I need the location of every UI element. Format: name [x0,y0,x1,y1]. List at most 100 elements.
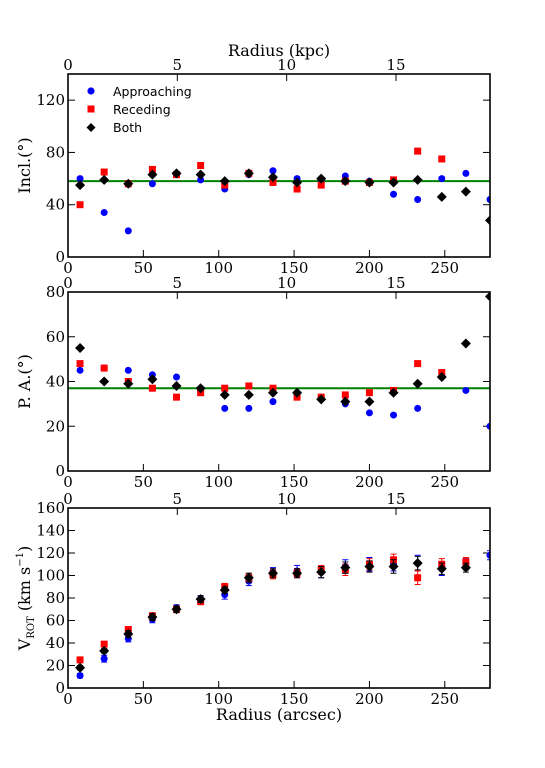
y-label-close: ) [15,546,34,552]
top-x-tick-label: 0 [63,274,73,292]
y-label-sup: −1 [15,552,26,567]
y-tick-label: 80 [46,283,65,301]
top-x-tick-label: 10 [277,490,296,508]
data-point-both [316,394,327,405]
data-point-both [75,180,86,191]
data-point-approaching [148,180,156,188]
series-approaching [76,550,490,680]
data-point-both [267,172,278,183]
y-tick-label: 100 [36,567,65,585]
legend-entry-receding: Receding [87,102,171,117]
data-point-both [195,169,206,180]
y-axis-label: Incl.(°) [15,137,34,193]
data-point-approaching [414,195,422,203]
y-tick-label: 120 [36,91,65,109]
legend-marker-both [86,123,96,132]
legend-label-approaching: Approaching [113,84,192,99]
data-point-both [99,376,110,387]
x-tick-label: 0 [63,473,73,491]
panel-frame [67,507,491,689]
data-point-approaching [100,209,108,217]
data-point-both [412,378,423,389]
data-point-both [99,645,110,656]
data-point-approaching [269,167,277,175]
series-approaching [76,167,490,235]
data-point-receding [76,656,84,664]
data-point-both [267,387,278,398]
data-point-receding [148,384,156,392]
data-point-receding [414,147,422,155]
data-point-both [388,561,399,572]
x-tick-label: 200 [355,690,384,708]
data-point-both [243,389,254,400]
data-point-both [147,612,158,623]
x-tick-label: 50 [134,690,153,708]
top-x-tick-label: 15 [386,274,405,292]
data-point-approaching [462,169,470,177]
series-both [75,292,490,407]
y-tick-label: 80 [46,589,65,607]
data-point-both [243,572,254,583]
data-point-both [292,568,303,579]
y-label-units: (km s [15,567,34,617]
series-receding [76,147,446,209]
y-tick-label: 80 [46,143,65,161]
y-tick-label: 60 [46,612,65,630]
data-point-both [195,383,206,394]
data-point-both [316,173,327,184]
y-tick-label: 0 [55,462,65,480]
y-tick-label: 0 [55,679,65,697]
data-point-approaching [486,195,490,203]
data-point-approaching [462,386,470,394]
data-point-both [412,558,423,569]
data-point-both [340,562,351,573]
data-point-receding [293,185,301,193]
data-point-receding [100,168,108,176]
data-point-both [436,191,447,202]
data-point-approaching [390,190,398,198]
data-point-approaching [76,672,84,680]
top-x-tick-label: 15 [386,56,405,74]
data-point-both [388,387,399,398]
data-point-both [171,604,182,615]
x-tick-label: 200 [355,259,384,277]
x-tick-label: 100 [204,473,233,491]
y-tick-label: 40 [46,634,65,652]
data-point-both [364,561,375,572]
x-tick-label: 250 [430,259,459,277]
x-tick-label: 250 [430,690,459,708]
x-tick-label: 100 [204,690,233,708]
data-point-both [123,178,134,189]
data-point-both [460,562,471,573]
data-point-both [412,174,423,185]
top-x-tick-label: 5 [173,56,183,74]
x-tick-label: 0 [63,690,73,708]
top-x-tick-label: 0 [63,490,73,508]
data-point-approaching [365,409,373,417]
data-point-both [219,176,230,187]
x-tick-label: 150 [280,259,309,277]
data-point-both [171,168,182,179]
data-point-both [195,594,206,605]
data-point-both [485,215,490,226]
y-axis-label: VROT (km s−1) [15,546,37,651]
data-point-approaching [221,404,229,412]
y-tick-label: 40 [46,373,65,391]
data-point-receding [221,384,229,392]
data-point-approaching [124,366,132,374]
y-tick-label: 60 [46,328,65,346]
top-x-tick-label: 5 [173,274,183,292]
data-point-receding [245,382,253,390]
y-tick-label: 20 [46,657,65,675]
legend-label-both: Both [113,120,142,135]
data-points [75,292,490,430]
data-point-both [340,396,351,407]
legend-marker-approaching [87,87,95,95]
x-tick-label: 150 [280,473,309,491]
data-point-both [267,568,278,579]
y-tick-label: 0 [55,248,65,266]
x-tick-label: 250 [430,473,459,491]
